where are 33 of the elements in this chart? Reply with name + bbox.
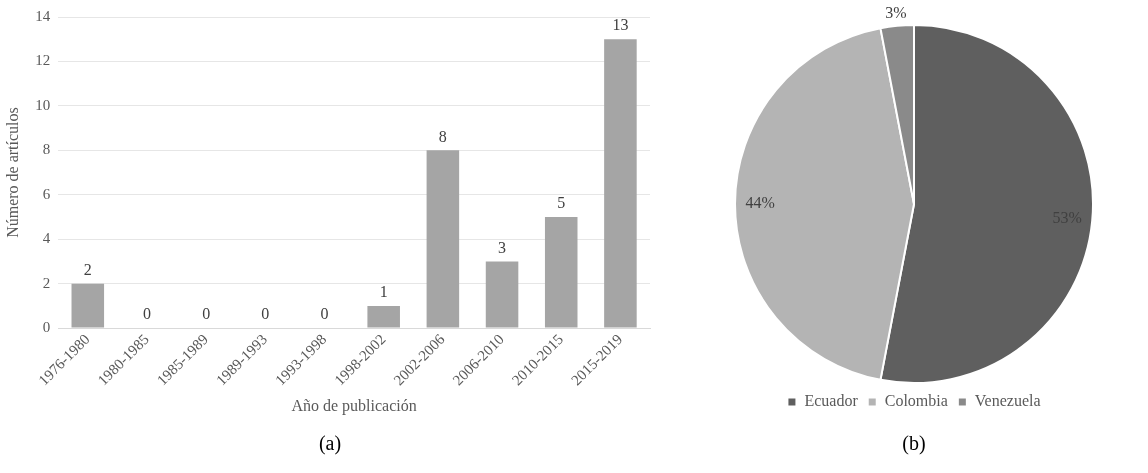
legend-label: Venezuela (974, 392, 1041, 410)
bar (71, 283, 105, 328)
data-label: 0 (261, 305, 270, 323)
text: (b) (901, 432, 927, 455)
legend-label: Ecuador (804, 392, 859, 410)
y-axis-title: Número de artículos (3, 107, 21, 238)
y-tick-label: 12 (35, 52, 51, 69)
data-label: 0 (320, 305, 329, 323)
x-axis-title: Año de publicación (291, 396, 417, 415)
y-tick-label: 2 (42, 274, 51, 291)
y-tick-label: 4 (42, 230, 51, 247)
text: (a) (317, 432, 343, 455)
bar (485, 261, 519, 328)
data-label: 5 (557, 194, 566, 212)
y-tick-label: 6 (42, 185, 51, 202)
y-tick-label: 0 (42, 319, 51, 336)
y-tick-label: 14 (35, 7, 51, 24)
bar (544, 217, 578, 328)
data-label: 1 (379, 283, 388, 301)
data-label: 3% (885, 4, 907, 22)
bar (367, 305, 400, 328)
y-tick-label: 8 (42, 141, 51, 158)
data-label: 0 (202, 305, 211, 323)
data-label: 3 (498, 238, 507, 256)
data-label: 44% (745, 194, 775, 212)
data-label: 13 (612, 16, 629, 34)
y-tick-label: 10 (35, 96, 51, 113)
bar (426, 150, 460, 328)
data-label: 0 (142, 305, 151, 323)
data-label: 8 (438, 127, 447, 145)
legend-label: Colombia (884, 392, 948, 410)
bar (604, 39, 637, 328)
data-label: 2 (83, 260, 92, 278)
